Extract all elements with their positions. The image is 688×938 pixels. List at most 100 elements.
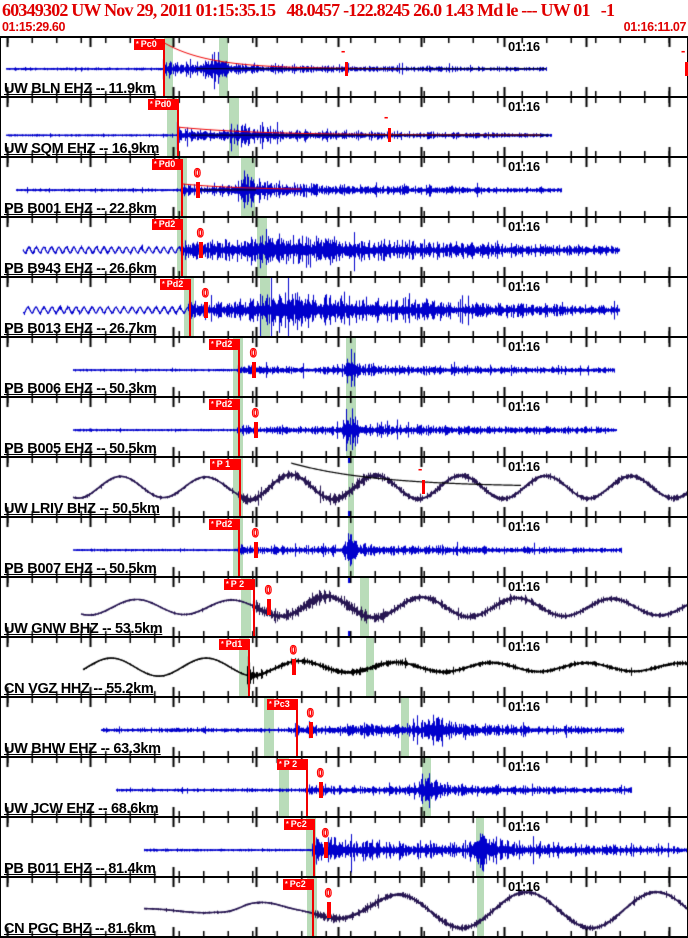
coda-end-bar xyxy=(388,128,391,142)
station-label: PB B001 EHZ -- 22.8km xyxy=(4,201,157,217)
p-pick-flag[interactable]: * Pd0 xyxy=(148,99,179,110)
station-label: UW BLN EHZ -- 11.9km xyxy=(4,81,156,97)
p-pick-flag[interactable]: * Pd2 xyxy=(209,519,240,530)
p-pick-flag[interactable]: * Pd0 xyxy=(152,159,183,170)
coda-zero-glyph: 0 xyxy=(324,885,332,900)
pick-phase-label: Pc0 xyxy=(140,39,157,49)
waveform-uw-bhw[interactable] xyxy=(1,698,687,756)
p-pick-flag[interactable]: * Pc3 xyxy=(267,699,298,710)
minute-label: 01:16 xyxy=(508,399,540,414)
p-pick-line[interactable] xyxy=(177,109,179,156)
trace-panel-pb-b006: * Pd2 0 01:16 PB B006 EHZ -- 50.3km xyxy=(0,336,688,397)
pick-quality-mark: * xyxy=(285,881,288,888)
pick-phase-label: Pd0 xyxy=(158,159,176,169)
p-pick-line[interactable] xyxy=(238,349,240,396)
pick-quality-mark: * xyxy=(221,641,224,648)
p-pick-flag[interactable]: * P 2 xyxy=(224,579,255,590)
station-label: PB B007 EHZ -- 50.5km xyxy=(4,561,157,577)
p-pick-flag[interactable]: * P 1 xyxy=(210,459,241,470)
minute-label: 01:16 xyxy=(508,219,540,234)
p-pick-flag[interactable]: * Pd1 xyxy=(219,639,250,650)
coda-zero-glyph: 0 xyxy=(251,525,259,540)
coda-end-dash: - xyxy=(341,43,346,58)
event-header: 60349302 UW Nov 29, 2011 01:15:35.15 48.… xyxy=(0,0,688,36)
p-pick-flag[interactable]: * Pd2 xyxy=(160,279,191,290)
coda-end-bar xyxy=(345,62,348,76)
minute-label: 01:16 xyxy=(508,639,540,654)
coda-zero-glyph: 0 xyxy=(306,705,314,720)
p-pick-line[interactable] xyxy=(306,769,308,816)
p-pick-line[interactable] xyxy=(253,589,255,636)
coda-zero-glyph: 0 xyxy=(251,405,259,420)
trace-panel-uw-lriv: * P 1 - 01:16 UW LRIV BHZ -- 50.5km xyxy=(0,456,688,517)
pick-quality-mark: * xyxy=(211,401,214,408)
waveform-uw-bln[interactable] xyxy=(1,38,687,96)
coda-zero-bar xyxy=(319,782,323,798)
trace-panel-uw-bln: * Pc0 - - 01:16 UW BLN EHZ -- 11.9km xyxy=(0,36,688,97)
station-label: PB B943 EHZ -- 26.6km xyxy=(4,261,157,277)
minute-label: 01:16 xyxy=(508,519,540,534)
coda-end-dash: - xyxy=(681,43,686,58)
p-pick-flag[interactable]: * Pd2 xyxy=(152,219,183,230)
waveform-uw-gnw[interactable] xyxy=(1,578,687,636)
pick-phase-label: Pc2 xyxy=(290,819,307,829)
minute-label: 01:16 xyxy=(508,759,540,774)
coda-zero-glyph: 0 xyxy=(316,765,324,780)
pick-quality-mark: * xyxy=(136,41,139,48)
waveform-cn-pgc[interactable] xyxy=(1,878,687,936)
waveform-pb-b001[interactable] xyxy=(1,158,687,216)
p-pick-flag[interactable]: * Pd2 xyxy=(209,399,240,410)
p-pick-line[interactable] xyxy=(238,409,240,456)
p-pick-flag[interactable]: * Pc2 xyxy=(283,879,314,890)
p-pick-line[interactable] xyxy=(238,529,240,576)
p-pick-flag[interactable]: * P 2 xyxy=(277,759,308,770)
waveform-uw-sqm[interactable] xyxy=(1,98,687,156)
p-pick-line[interactable] xyxy=(163,49,165,96)
coda-end-dash: - xyxy=(384,109,389,124)
p-pick-line[interactable] xyxy=(296,709,298,756)
trace-panel-pb-b943: * Pd2 0 01:16 PB B943 EHZ -- 26.6km xyxy=(0,216,688,277)
trace-panel-uw-gnw: * P 2 0 01:16 UW GNW BHZ -- 53.5km xyxy=(0,576,688,637)
pick-quality-mark: * xyxy=(211,341,214,348)
waveform-pb-b005[interactable] xyxy=(1,398,687,456)
minute-label: 01:16 xyxy=(508,579,540,594)
coda-zero-bar xyxy=(252,362,256,378)
waveform-pb-b007[interactable] xyxy=(1,518,687,576)
p-pick-line[interactable] xyxy=(181,169,183,216)
p-pick-line[interactable] xyxy=(189,289,191,336)
waveform-pb-b013[interactable] xyxy=(1,278,687,336)
p-pick-flag[interactable]: * Pd2 xyxy=(209,339,240,350)
station-label: UW GNW BHZ -- 53.5km xyxy=(4,621,163,637)
waveform-uw-lriv[interactable] xyxy=(1,458,687,516)
station-label: UW JCW EHZ -- 68.6km xyxy=(4,801,159,817)
minute-label: 01:16 xyxy=(508,879,540,894)
coda-zero-glyph: 0 xyxy=(264,582,272,597)
coda-zero-glyph: 0 xyxy=(321,825,329,840)
pick-quality-mark: * xyxy=(269,701,272,708)
p-pick-line[interactable] xyxy=(312,889,314,936)
p-pick-line[interactable] xyxy=(313,829,315,876)
coda-zero-glyph: 0 xyxy=(249,345,257,360)
trace-panel-pb-b001: * Pd0 0 01:16 PB B001 EHZ -- 22.8km xyxy=(0,156,688,217)
time-window: 01:15:29.60 01:16:11.07 xyxy=(0,20,688,35)
window-end-time: 01:16:11.07 xyxy=(623,20,687,34)
p-pick-line[interactable] xyxy=(239,469,241,516)
coda-zero-bar xyxy=(199,242,203,258)
waveform-uw-jcw[interactable] xyxy=(1,758,687,816)
p-pick-flag[interactable]: * Pc0 xyxy=(134,39,165,50)
minute-label: 01:16 xyxy=(508,39,540,54)
p-pick-line[interactable] xyxy=(248,649,250,696)
coda-zero-bar xyxy=(292,659,296,675)
pick-quality-mark: * xyxy=(226,581,229,588)
waveform-pb-b011[interactable] xyxy=(1,818,687,876)
p-pick-line[interactable] xyxy=(181,229,183,276)
p-pick-flag[interactable]: * Pc2 xyxy=(284,819,315,830)
minute-label: 01:16 xyxy=(508,99,540,114)
waveform-pb-b943[interactable] xyxy=(1,218,687,276)
pick-quality-mark: * xyxy=(279,761,282,768)
waveform-pb-b006[interactable] xyxy=(1,338,687,396)
waveform-cn-vgz[interactable] xyxy=(1,638,687,696)
event-summary: 60349302 UW Nov 29, 2011 01:15:35.15 48.… xyxy=(2,0,615,20)
trace-panel-uw-bhw: * Pc3 0 01:16 UW BHW EHZ -- 63.3km xyxy=(0,696,688,757)
